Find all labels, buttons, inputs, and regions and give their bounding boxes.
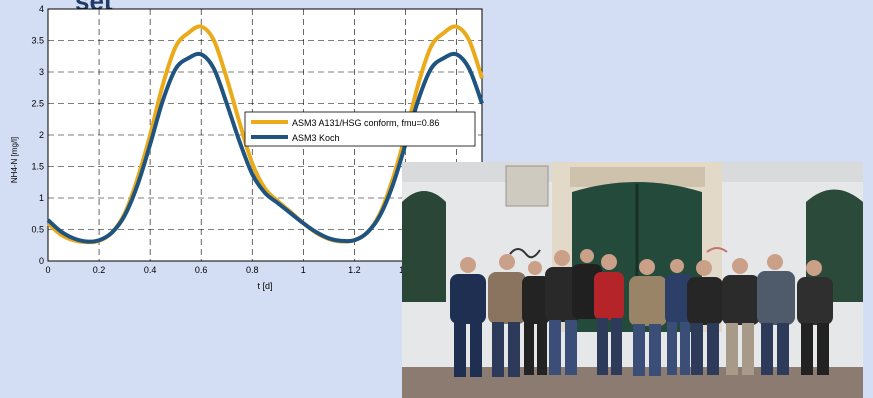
x-tick-label: 0.2 (93, 265, 106, 275)
group-of-people (450, 249, 833, 377)
x-tick-label: 0.8 (246, 265, 259, 275)
x-tick-label: 0.4 (144, 265, 157, 275)
x-tick-label: 0.6 (195, 265, 208, 275)
y-tick-label: 1.5 (31, 162, 44, 172)
group-photo (402, 162, 863, 398)
x-tick-label: 1 (301, 265, 306, 275)
y-tick-label: 1 (39, 193, 44, 203)
y-tick-label: 0 (39, 256, 44, 266)
y-tick-label: 2.5 (31, 99, 44, 109)
chart-legend: ASM3 A131/HSG conform, fmu=0.86 ASM3 Koc… (244, 111, 476, 147)
x-tick-label: 1.2 (348, 265, 361, 275)
y-tick-label: 0.5 (31, 225, 44, 235)
y-tick-label: 2 (39, 130, 44, 140)
y-tick-label: 3.5 (31, 36, 44, 46)
legend-box (244, 111, 476, 147)
y-tick-label: 3 (39, 67, 44, 77)
legend-label-a131: ASM3 A131/HSG conform, fmu=0.86 (292, 118, 439, 128)
y-axis-label: NH4-N [mg/l] (10, 137, 19, 183)
y-tick-label: 4 (39, 4, 44, 14)
x-axis-label: t [d] (257, 281, 272, 291)
legend-label-koch: ASM3 Koch (292, 133, 340, 143)
right-window (806, 189, 863, 302)
wall-plaque (505, 165, 549, 207)
x-tick-label: 0 (45, 265, 50, 275)
left-window (402, 191, 446, 302)
